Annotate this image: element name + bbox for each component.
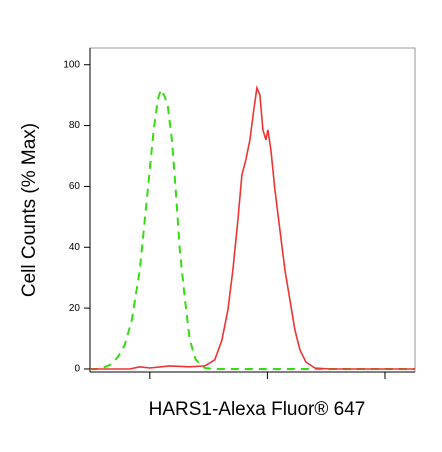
y-axis-title: Cell Counts (% Max)	[19, 123, 40, 297]
series-line	[90, 84, 415, 370]
y-tick-label: 20	[69, 303, 81, 314]
y-tick-label: 80	[69, 120, 81, 131]
y-tick-label: 40	[69, 242, 81, 253]
y-tick-label: 100	[63, 59, 80, 70]
plot-frame	[89, 47, 416, 373]
y-tick-label: 0	[74, 364, 80, 375]
series-line	[90, 87, 415, 370]
y-tick-label: 60	[69, 181, 81, 192]
x-axis-title: HARS1-Alexa Fluor® 647	[149, 399, 366, 420]
